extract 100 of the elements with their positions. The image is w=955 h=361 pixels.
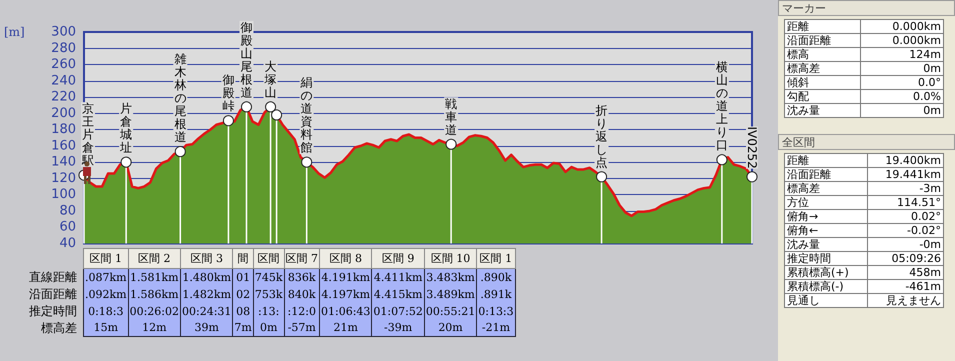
point	[446, 138, 457, 150]
point	[746, 171, 758, 182]
text: 0:18:3	[84, 302, 128, 320]
text: 見通し	[784, 294, 868, 308]
category-label: 区間 9	[372, 248, 424, 268]
y-tick-label: 180	[51, 122, 76, 138]
text: 19.400km	[868, 154, 944, 168]
point	[716, 154, 728, 166]
text: :12:0	[284, 302, 320, 320]
category-label: 区間	[253, 248, 284, 268]
text: -0.02°	[868, 224, 944, 238]
text: 00:26:02	[128, 302, 180, 320]
text: -57m	[284, 320, 320, 336]
data-label: 折り返し点	[596, 103, 608, 170]
text: -0m	[868, 238, 944, 252]
y-axis-title: [m]	[4, 25, 25, 39]
text: 0m	[860, 62, 944, 76]
text: -21m	[476, 320, 516, 336]
point	[120, 156, 132, 168]
text: 12m	[128, 320, 180, 336]
text: 0.000km	[860, 34, 944, 48]
text: 4.191km	[320, 268, 372, 286]
data-label: IV0252	[745, 126, 759, 169]
text: 124m	[860, 48, 944, 62]
text: .092km	[84, 286, 128, 302]
text: 745k	[253, 268, 284, 286]
y-tick-label: 220	[51, 90, 76, 105]
text: 推定時間	[784, 252, 868, 266]
text: 1.586km	[128, 286, 180, 302]
text: :13:	[253, 302, 284, 320]
data-label: 片倉城址	[119, 102, 132, 155]
text: 勾配	[784, 90, 860, 104]
text: 沈み量	[784, 104, 860, 118]
text: 4.197km	[320, 286, 372, 302]
y-tick-label: 240	[51, 73, 76, 88]
text: 4.411km	[372, 268, 424, 286]
text: 00:55:21	[424, 302, 477, 320]
text: 114.51°	[868, 196, 944, 210]
y-tick-label: 100	[51, 187, 76, 202]
text: -3m	[868, 182, 944, 196]
text: マーカー	[778, 0, 955, 16]
text: 4.415km	[372, 286, 424, 302]
text: 直線距離	[28, 268, 78, 286]
data-label: 大塚山	[264, 59, 277, 100]
text: 0.000km	[860, 20, 944, 34]
point	[240, 101, 252, 112]
text: 08	[232, 302, 254, 320]
text: 05:09:26	[868, 252, 944, 266]
data-label: 戦車道	[445, 96, 458, 137]
point	[596, 171, 608, 182]
point	[222, 115, 234, 126]
text: 沿面距離	[784, 34, 860, 48]
text: .087km	[84, 268, 128, 286]
point	[265, 101, 276, 112]
text: 836k	[284, 268, 320, 286]
text: 沿面距離	[28, 286, 78, 302]
data-label: 御殿峠	[222, 73, 234, 114]
text: 458m	[868, 266, 944, 280]
data-label: 御殿山尾根道	[240, 20, 252, 100]
text: 見えません	[868, 294, 944, 308]
text: 0:13:3	[476, 302, 516, 320]
category-label: 区間 1	[84, 248, 128, 268]
text: .891k	[476, 286, 516, 302]
data-label: 横山の道上り口	[716, 60, 728, 152]
text: .890k	[476, 268, 516, 286]
text: 21m	[320, 320, 372, 336]
y-tick-label: 60	[59, 220, 76, 235]
category-label: 区間 10	[424, 248, 477, 268]
text: -461m	[868, 280, 944, 294]
point	[174, 146, 186, 158]
text: 方位	[784, 196, 868, 210]
text: 3.483km	[424, 268, 477, 286]
category-label: 区間 8	[320, 248, 372, 268]
text: 1.581km	[128, 268, 180, 286]
text: 標高	[784, 48, 860, 62]
point	[271, 109, 282, 120]
text: 840k	[284, 286, 320, 302]
category-label: 区間 3	[180, 248, 233, 268]
text: 累積標高(+)	[784, 266, 868, 280]
text: 39m	[180, 320, 233, 336]
text: 01:06:43	[320, 302, 372, 320]
text: 俯角←	[784, 224, 868, 238]
text: 推定時間	[28, 302, 78, 320]
text: 02	[232, 286, 254, 302]
text: 沈み量	[784, 238, 868, 252]
text: 傾斜	[784, 76, 860, 90]
text: 標高差	[40, 320, 78, 336]
text: 距離	[784, 20, 860, 34]
data-label: 絹の道資料館	[300, 76, 313, 155]
text: 01	[232, 268, 254, 286]
text: 標高差	[784, 182, 868, 196]
y-tick-label: 200	[51, 106, 76, 121]
text: 距離	[784, 154, 868, 168]
y-tick-label: 120	[51, 170, 76, 186]
y-tick-label: 300	[51, 24, 76, 40]
text: 7m	[232, 320, 254, 336]
text: 0m	[860, 104, 944, 118]
y-tick-label: 260	[51, 57, 76, 72]
data-label: 雑木林の尾根道	[173, 52, 186, 144]
y-tick-label: 280	[51, 40, 76, 56]
